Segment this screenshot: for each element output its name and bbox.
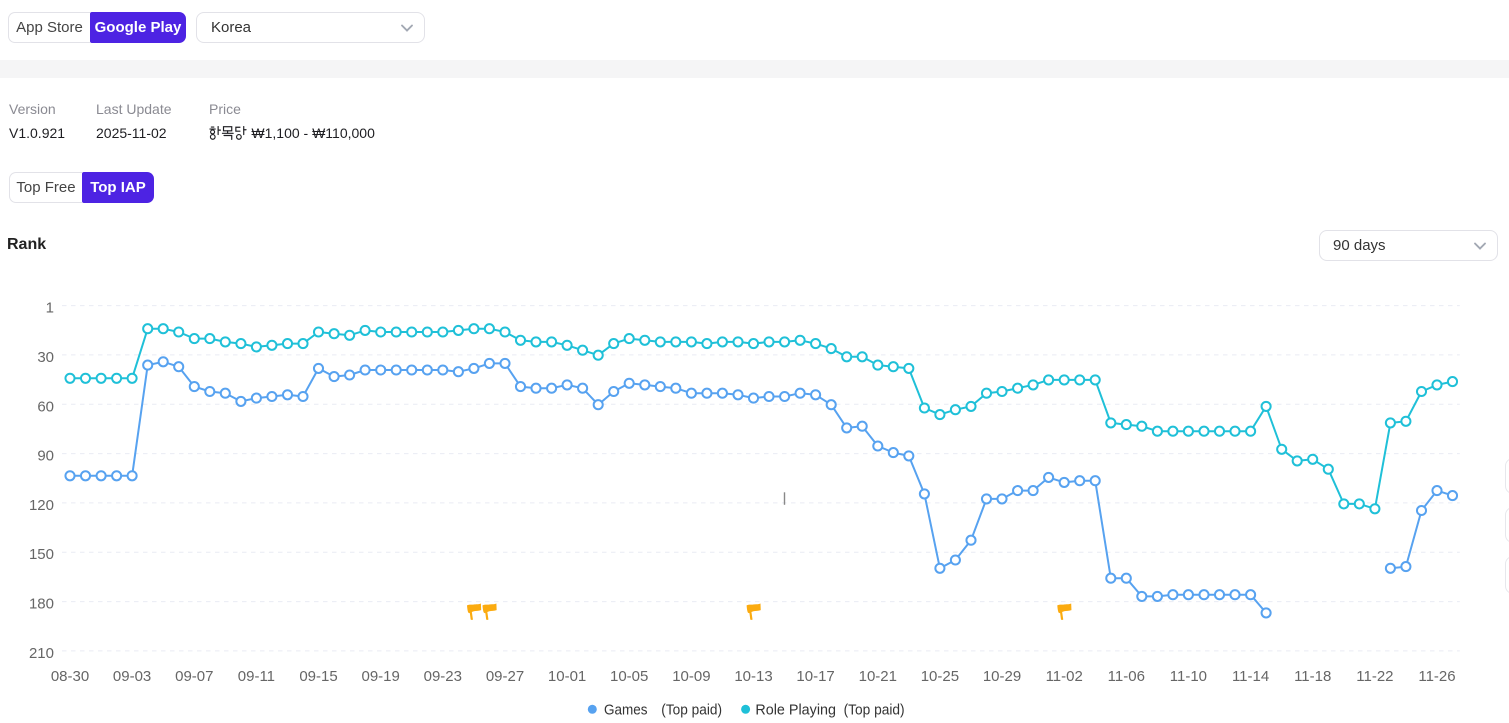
svg-text:10-21: 10-21 <box>859 668 897 685</box>
svg-text:90: 90 <box>37 448 54 465</box>
svg-text:(Top paid): (Top paid) <box>844 702 905 719</box>
svg-text:09-19: 09-19 <box>362 668 400 685</box>
svg-text:11-10: 11-10 <box>1170 668 1207 685</box>
svg-text:09-23: 09-23 <box>424 668 462 685</box>
svg-text:10-01: 10-01 <box>548 668 586 685</box>
svg-text:1: 1 <box>46 300 54 317</box>
svg-text:10-29: 10-29 <box>983 668 1021 685</box>
svg-text:Games: Games <box>604 702 648 719</box>
svg-text:11-26: 11-26 <box>1418 668 1455 685</box>
svg-text:09-07: 09-07 <box>175 668 213 685</box>
svg-text:30: 30 <box>37 349 54 366</box>
svg-text:10-13: 10-13 <box>734 668 772 685</box>
svg-text:11-06: 11-06 <box>1108 668 1145 685</box>
svg-text:60: 60 <box>37 398 54 415</box>
svg-text:09-03: 09-03 <box>113 668 151 685</box>
svg-text:10-09: 10-09 <box>672 668 710 685</box>
svg-text:09-27: 09-27 <box>486 668 524 685</box>
svg-text:10-05: 10-05 <box>610 668 648 685</box>
svg-text:11-02: 11-02 <box>1046 668 1083 685</box>
svg-text:120: 120 <box>29 497 54 514</box>
svg-text:(Top paid): (Top paid) <box>661 702 722 719</box>
svg-text:11-22: 11-22 <box>1356 668 1393 685</box>
svg-text:180: 180 <box>29 596 54 613</box>
svg-text:Role Playing: Role Playing <box>755 702 836 719</box>
svg-text:08-30: 08-30 <box>51 668 89 685</box>
svg-text:11-18: 11-18 <box>1294 668 1331 685</box>
svg-text:09-11: 09-11 <box>238 668 275 685</box>
svg-text:10-25: 10-25 <box>921 668 959 685</box>
svg-text:210: 210 <box>29 645 54 662</box>
svg-text:11-14: 11-14 <box>1232 668 1269 685</box>
svg-text:10-17: 10-17 <box>796 668 834 685</box>
svg-text:150: 150 <box>29 546 54 563</box>
svg-text:09-15: 09-15 <box>299 668 337 685</box>
